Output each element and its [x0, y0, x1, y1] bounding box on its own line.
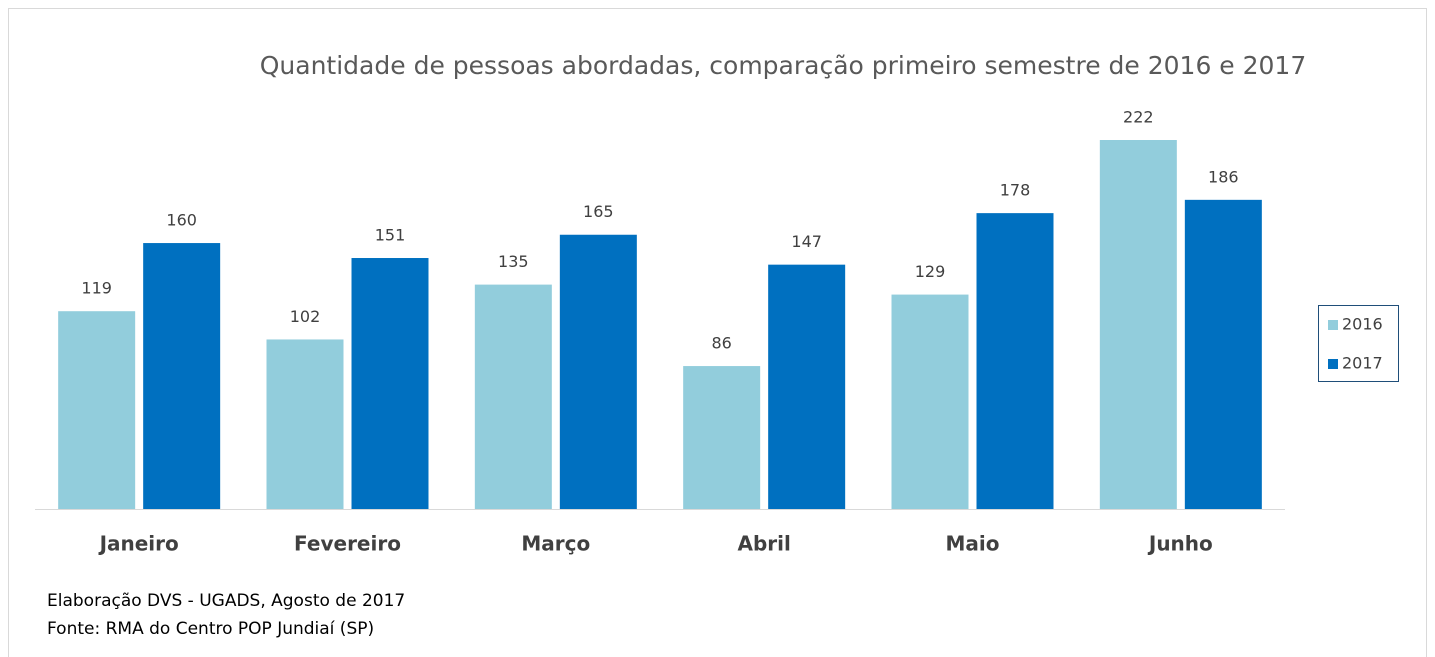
x-tick-label: Fevereiro [294, 532, 401, 556]
legend-label: 2016 [1342, 315, 1383, 334]
data-label: 135 [498, 252, 529, 271]
bar [266, 339, 344, 509]
annotation: Fonte: RMA do Centro POP Jundiaí (SP) [47, 619, 374, 639]
bar [768, 264, 846, 509]
x-tick-label: Abril [737, 532, 790, 556]
data-label: 222 [1123, 108, 1154, 127]
data-label: 160 [166, 211, 197, 230]
x-tick-label: Junho [1147, 532, 1213, 556]
legend-swatch [1328, 359, 1338, 369]
bar [891, 294, 969, 509]
bar [1184, 199, 1262, 510]
legend-swatch [1328, 320, 1338, 330]
bar [559, 234, 637, 510]
data-label: 119 [81, 279, 112, 298]
bar [351, 258, 429, 509]
data-label: 86 [711, 334, 731, 353]
x-tick-label: Maio [946, 532, 1000, 556]
data-label: 102 [290, 307, 321, 326]
x-tick-label: Janeiro [98, 532, 179, 556]
bar [58, 311, 136, 509]
bar [683, 366, 761, 509]
x-tick-label: Março [521, 532, 590, 556]
data-label: 165 [583, 202, 614, 221]
data-label: 129 [915, 262, 946, 281]
bar [143, 243, 221, 509]
bar [1099, 140, 1177, 509]
data-label: 147 [791, 232, 822, 251]
bar [474, 284, 552, 509]
chart-title: Quantidade de pessoas abordadas, compara… [260, 51, 1307, 80]
data-label: 186 [1208, 167, 1239, 186]
annotation: Elaboração DVS - UGADS, Agosto de 2017 [47, 591, 405, 611]
legend-label: 2017 [1342, 354, 1383, 373]
data-label: 151 [375, 226, 406, 245]
data-label: 178 [1000, 181, 1031, 200]
bar [976, 213, 1054, 509]
